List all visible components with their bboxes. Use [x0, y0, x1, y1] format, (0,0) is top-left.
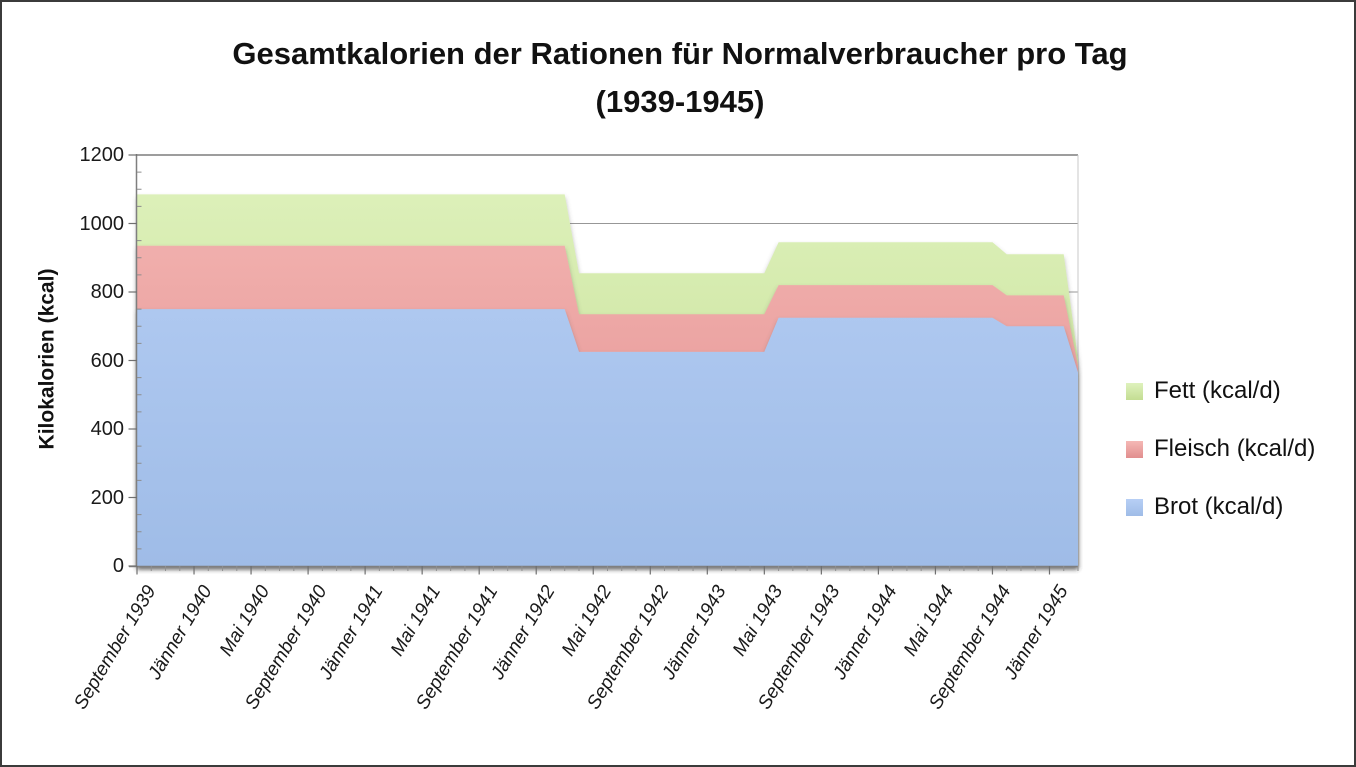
y-tick-label-200: 200: [90, 486, 124, 509]
legend-label-fleisch: Fleisch (kcal/d): [1154, 435, 1316, 462]
y-tick-label-1000: 1000: [79, 212, 125, 235]
chart-title-line1: Gesamtkalorien der Rationen für Normalve…: [232, 36, 1128, 71]
legend-label-fett: Fett (kcal/d): [1154, 377, 1281, 404]
legend-label-brot: Brot (kcal/d): [1154, 493, 1284, 520]
legend-item-fleisch: Fleisch (kcal/d): [1126, 435, 1316, 462]
y-tick-label-1200: 1200: [79, 144, 125, 166]
legend-item-brot: Brot (kcal/d): [1126, 493, 1315, 520]
chart-title: Gesamtkalorien der Rationen für Normalve…: [2, 30, 1354, 126]
legend-swatch-fleisch: [1126, 440, 1143, 458]
y-tick-label-0: 0: [112, 555, 124, 577]
chart-legend: Fett (kcal/d) Fleisch (kcal/d) Brot (kcal/…: [1126, 377, 1316, 552]
legend-swatch-fett: [1126, 382, 1143, 400]
legend-item-fett: Fett (kcal/d): [1126, 377, 1315, 404]
area-brot: [137, 309, 1078, 566]
y-tick-label-800: 800: [90, 281, 124, 303]
legend-swatch-brot: [1126, 498, 1143, 516]
chart-title-line2: (1939-1945): [595, 84, 765, 119]
y-tick-label-400: 400: [90, 418, 124, 440]
y-tick-label-600: 600: [90, 349, 124, 372]
